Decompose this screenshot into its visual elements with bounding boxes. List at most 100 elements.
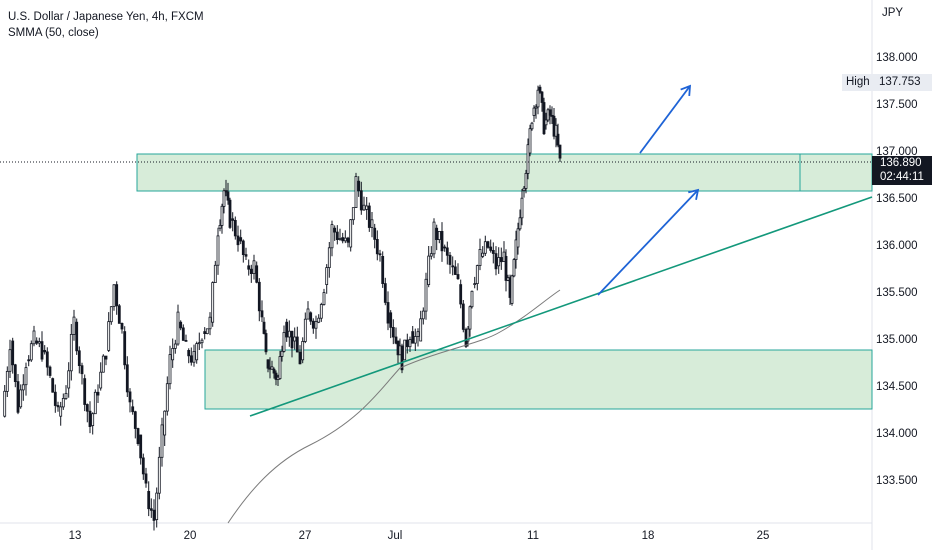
price-tick-label: 138.000 — [876, 52, 918, 64]
candle-body — [112, 284, 116, 307]
candle-body — [3, 390, 7, 417]
candle-body — [8, 349, 12, 372]
candle-body — [394, 336, 398, 344]
candle-body — [272, 368, 276, 374]
candle-body — [252, 260, 256, 274]
candle-body — [109, 306, 113, 323]
candle-body — [43, 349, 47, 353]
candle-body — [370, 219, 374, 228]
candle-body — [203, 331, 207, 335]
candle-body — [389, 312, 393, 328]
candle-body — [266, 359, 270, 369]
candle-body — [200, 339, 204, 344]
time-tick-label: 27 — [298, 530, 312, 542]
candle-body — [91, 413, 95, 427]
candle-body — [532, 107, 536, 116]
chart-legend: U.S. Dollar / Japanese Yen, 4h, FXCM SMM… — [8, 9, 204, 41]
candle-body — [184, 339, 188, 342]
candle-body — [314, 321, 318, 329]
arrow-up-upper — [639, 85, 691, 154]
candle-body — [179, 321, 183, 329]
candle-body — [534, 106, 538, 109]
price-tick-label: 134.000 — [876, 428, 918, 440]
candle-body — [264, 333, 268, 353]
candle-body — [349, 219, 353, 248]
candle-body — [497, 257, 501, 267]
candle-body — [468, 306, 472, 330]
candle-body — [287, 330, 291, 338]
candle-body — [125, 364, 129, 393]
candle-body — [136, 428, 140, 445]
candle-body — [558, 144, 562, 159]
candle-body — [419, 318, 423, 342]
candle-body — [88, 410, 92, 428]
indicator-label[interactable]: SMMA (50, close) — [8, 27, 99, 39]
candle-body — [205, 328, 209, 334]
symbol-title[interactable]: U.S. Dollar / Japanese Yen, 4h, FXCM — [8, 11, 204, 23]
candle-body — [83, 378, 87, 405]
candle-body — [445, 247, 449, 256]
candle-body — [411, 331, 415, 344]
candle-body — [330, 224, 334, 249]
candle-body — [72, 316, 76, 335]
candle-body — [93, 391, 97, 415]
candle-body — [421, 310, 425, 320]
chart-grid — [0, 0, 873, 550]
candle-body — [37, 341, 41, 344]
candle-body — [218, 224, 222, 229]
candle-body — [64, 392, 68, 399]
candle-body — [475, 265, 479, 285]
candle-body — [443, 246, 447, 249]
candle-body — [262, 321, 266, 334]
candle-body — [544, 119, 548, 126]
candle-body — [213, 264, 217, 283]
candle-body — [319, 304, 323, 319]
candle-body — [301, 340, 305, 361]
time-tick-label: 20 — [183, 530, 197, 542]
candle-body — [530, 122, 534, 130]
candle-body — [192, 350, 196, 363]
candle-body — [181, 327, 185, 341]
candle-body — [483, 241, 487, 254]
candle-body — [11, 340, 15, 366]
candle-body — [526, 144, 530, 174]
candle-body — [168, 354, 172, 385]
candle-body — [325, 267, 329, 286]
candle-body — [520, 197, 524, 219]
candle-body — [466, 328, 470, 342]
candle-body — [51, 378, 55, 393]
candle-body — [270, 366, 274, 370]
candle-body — [280, 350, 284, 357]
candle-body — [365, 205, 369, 210]
candle-body — [77, 350, 81, 366]
candle-body — [357, 180, 361, 192]
candle-body — [255, 265, 259, 283]
candle-body — [351, 207, 355, 221]
candle-body — [80, 365, 84, 375]
candle-body — [481, 252, 485, 257]
candle-body — [499, 257, 503, 263]
candle-body — [104, 355, 108, 360]
candle-body — [311, 320, 315, 329]
candle-body — [298, 351, 302, 365]
candle-body — [341, 237, 345, 242]
candle-body — [231, 218, 235, 221]
last-price-tag: 136.890 02:44:11 — [872, 156, 932, 185]
candle-body — [429, 253, 433, 257]
candle-body — [27, 359, 31, 362]
candle-body — [29, 343, 33, 361]
candle-body — [373, 227, 377, 240]
candle-body — [67, 370, 71, 389]
candle-body — [322, 292, 326, 305]
candle-body — [456, 274, 460, 280]
candle-body — [5, 370, 9, 392]
candle-body — [222, 190, 226, 207]
candle-body — [303, 318, 307, 342]
price-tick-label: 134.500 — [876, 381, 918, 393]
candle-body — [542, 102, 546, 135]
candle-body — [117, 305, 121, 324]
candle-body — [211, 282, 215, 323]
candle-body — [556, 133, 560, 146]
candle-body — [548, 109, 552, 116]
